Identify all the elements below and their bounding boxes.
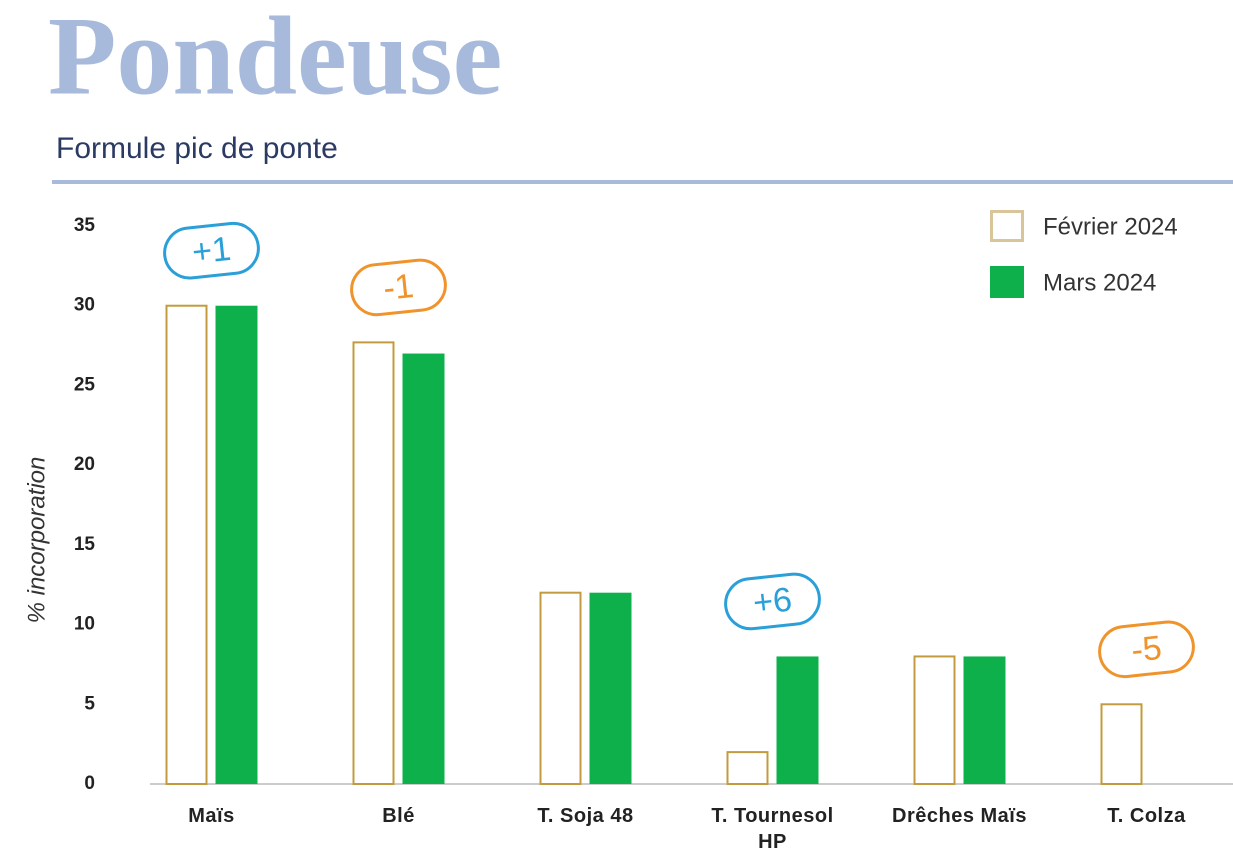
- y-tick-label: 25: [74, 374, 96, 395]
- annotation-pill: [163, 221, 260, 280]
- bar: [776, 656, 819, 784]
- x-tick-label: Blé: [382, 805, 415, 827]
- x-tick-label: Drêches Maïs: [892, 805, 1027, 827]
- annotation: -1: [350, 258, 447, 317]
- x-tick-label: Maïs: [188, 805, 235, 827]
- annotation: +6: [724, 572, 821, 631]
- annotation: -5: [1098, 620, 1195, 679]
- chart-subtitle: Formule pic de ponte: [56, 132, 338, 165]
- annotation-text: +1: [190, 230, 233, 272]
- bar: [352, 341, 395, 785]
- y-tick-label: 20: [74, 454, 95, 475]
- bar: [165, 304, 208, 785]
- annotation-text: -5: [1129, 629, 1163, 670]
- legend-label: Mars 2024: [1043, 269, 1156, 296]
- bar: [913, 655, 956, 786]
- annotation-pill: [724, 572, 821, 631]
- x-tick-label: T. Tournesol HP: [711, 805, 834, 853]
- y-axis-label: % incorporation: [23, 457, 50, 624]
- y-tick-label: 0: [84, 773, 95, 794]
- legend-swatch: [990, 210, 1024, 242]
- annotation-pill: [350, 258, 447, 317]
- bar: [589, 592, 632, 784]
- bar: [539, 591, 582, 786]
- y-tick-label: 15: [74, 534, 96, 555]
- x-tick-label: T. Colza: [1107, 805, 1186, 827]
- annotation-text: +6: [751, 581, 794, 623]
- bar: [963, 656, 1006, 784]
- bar: [215, 305, 258, 784]
- bar: [726, 751, 769, 785]
- annotation-text: -1: [381, 267, 415, 308]
- chart-title: Pondeuse: [48, 0, 502, 119]
- x-tick-label: T. Soja 48: [537, 805, 634, 827]
- legend-label: Février 2024: [1043, 213, 1178, 240]
- y-tick-label: 5: [84, 693, 95, 714]
- bar: [402, 353, 445, 784]
- bar: [1100, 703, 1143, 785]
- legend-swatch: [990, 266, 1024, 298]
- y-tick-label: 35: [74, 215, 96, 236]
- annotation: +1: [163, 221, 260, 280]
- y-tick-label: 10: [74, 614, 95, 635]
- annotation-pill: [1098, 620, 1195, 679]
- y-tick-label: 30: [74, 295, 95, 316]
